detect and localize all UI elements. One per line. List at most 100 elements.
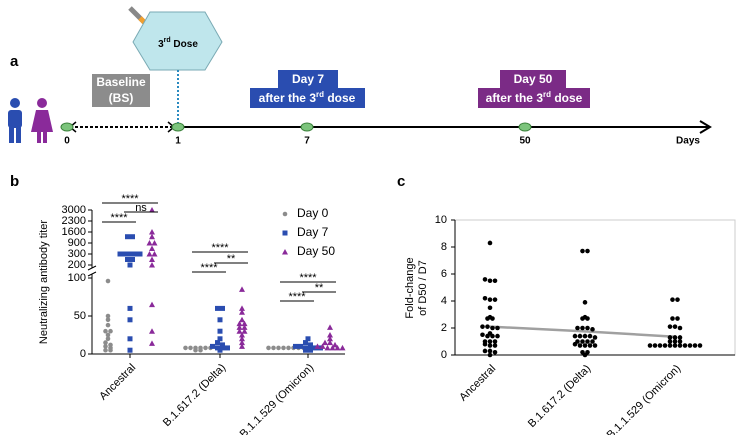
data-point: [670, 297, 675, 302]
data-point: [293, 343, 298, 349]
data-point: [239, 286, 245, 292]
data-point: [327, 339, 333, 346]
timeline-point-label: 50: [519, 136, 531, 147]
data-point: [108, 347, 113, 353]
data-point: [572, 341, 578, 347]
legend-marker: [282, 211, 288, 217]
x-tick-label: Ancestral: [97, 362, 138, 403]
significance-label: ns: [135, 202, 147, 214]
data-point: [339, 344, 346, 351]
data-point: [117, 251, 123, 257]
significance-label: ****: [299, 272, 317, 284]
data-point: [492, 339, 498, 344]
significance-label: ****: [200, 262, 218, 274]
y-axis-label: Fold-change: [404, 257, 416, 318]
data-point: [495, 333, 500, 339]
data-point: [667, 343, 673, 348]
data-point: [332, 341, 338, 348]
data-point: [127, 251, 133, 257]
data-point: [239, 339, 245, 346]
data-point: [575, 325, 580, 331]
data-point: [122, 251, 128, 257]
data-point: [241, 320, 248, 327]
data-point: [239, 305, 245, 311]
data-point: [103, 340, 108, 345]
data-point: [587, 343, 593, 348]
data-point: [322, 339, 328, 346]
data-point: [590, 327, 595, 332]
data-point: [239, 335, 245, 342]
data-point: [125, 234, 130, 240]
y-tick-label: 100: [68, 272, 86, 284]
data-point: [210, 343, 215, 349]
data-point: [236, 328, 243, 334]
data-point: [130, 234, 135, 240]
data-point: [672, 324, 678, 329]
y-tick-label: 3000: [62, 204, 86, 216]
data-point: [329, 344, 336, 351]
data-point: [105, 317, 111, 323]
timeline-node: [518, 122, 532, 132]
day7-label: Day 7: [292, 72, 324, 86]
data-point: [149, 245, 155, 251]
data-point: [672, 339, 678, 344]
data-point: [314, 343, 321, 349]
data-point: [490, 325, 495, 331]
data-point: [487, 278, 493, 284]
x-tick-label: B.1.1.529 (Omicron): [605, 363, 684, 435]
data-point: [198, 347, 203, 353]
data-point: [577, 333, 583, 339]
data-point: [492, 297, 498, 302]
timeline-node: [171, 122, 185, 132]
baseline-box: [92, 74, 150, 107]
data-point: [236, 324, 243, 330]
data-point: [217, 347, 223, 353]
data-point: [215, 305, 220, 311]
data-point: [305, 336, 311, 342]
y-axis-label: of D50 / D7: [417, 260, 429, 316]
dose-label: 3rd Dose: [158, 37, 198, 50]
data-point: [327, 335, 333, 342]
legend-marker: [282, 230, 288, 236]
data-point: [303, 340, 308, 346]
data-point: [487, 240, 493, 246]
data-point: [482, 348, 488, 354]
data-point: [303, 347, 308, 353]
data-point: [692, 343, 698, 348]
data-point: [241, 324, 248, 330]
data-point: [105, 322, 111, 328]
data-point: [151, 240, 158, 246]
data-point: [127, 336, 133, 342]
data-point: [215, 340, 220, 346]
data-point: [682, 343, 688, 348]
data-point: [495, 325, 500, 331]
data-point: [677, 339, 683, 344]
data-point: [127, 305, 133, 311]
data-point: [480, 324, 485, 329]
data-point: [239, 309, 245, 315]
data-point: [580, 325, 585, 331]
data-point: [132, 251, 138, 257]
data-point: [127, 262, 133, 268]
data-point: [220, 305, 225, 311]
day50-sup: rd: [543, 90, 551, 99]
legend-label: Day 50: [297, 244, 335, 258]
baseline-label: (BS): [109, 91, 134, 105]
data-point: [327, 332, 333, 338]
day50-label: after the 3rd dose: [486, 90, 583, 105]
data-point: [217, 317, 223, 323]
data-point: [183, 345, 188, 351]
y-tick-label: 4: [441, 295, 447, 307]
y-tick-label: 200: [68, 259, 86, 271]
data-point: [225, 345, 230, 351]
data-point: [585, 339, 590, 344]
data-point: [239, 316, 245, 323]
data-point: [580, 316, 585, 321]
data-point: [487, 297, 493, 302]
data-point: [149, 233, 155, 240]
data-point: [103, 344, 108, 349]
x-tick-label: B.1.617.2 (Delta): [526, 363, 593, 430]
data-point: [582, 333, 588, 339]
legend-label: Day 7: [297, 225, 329, 239]
